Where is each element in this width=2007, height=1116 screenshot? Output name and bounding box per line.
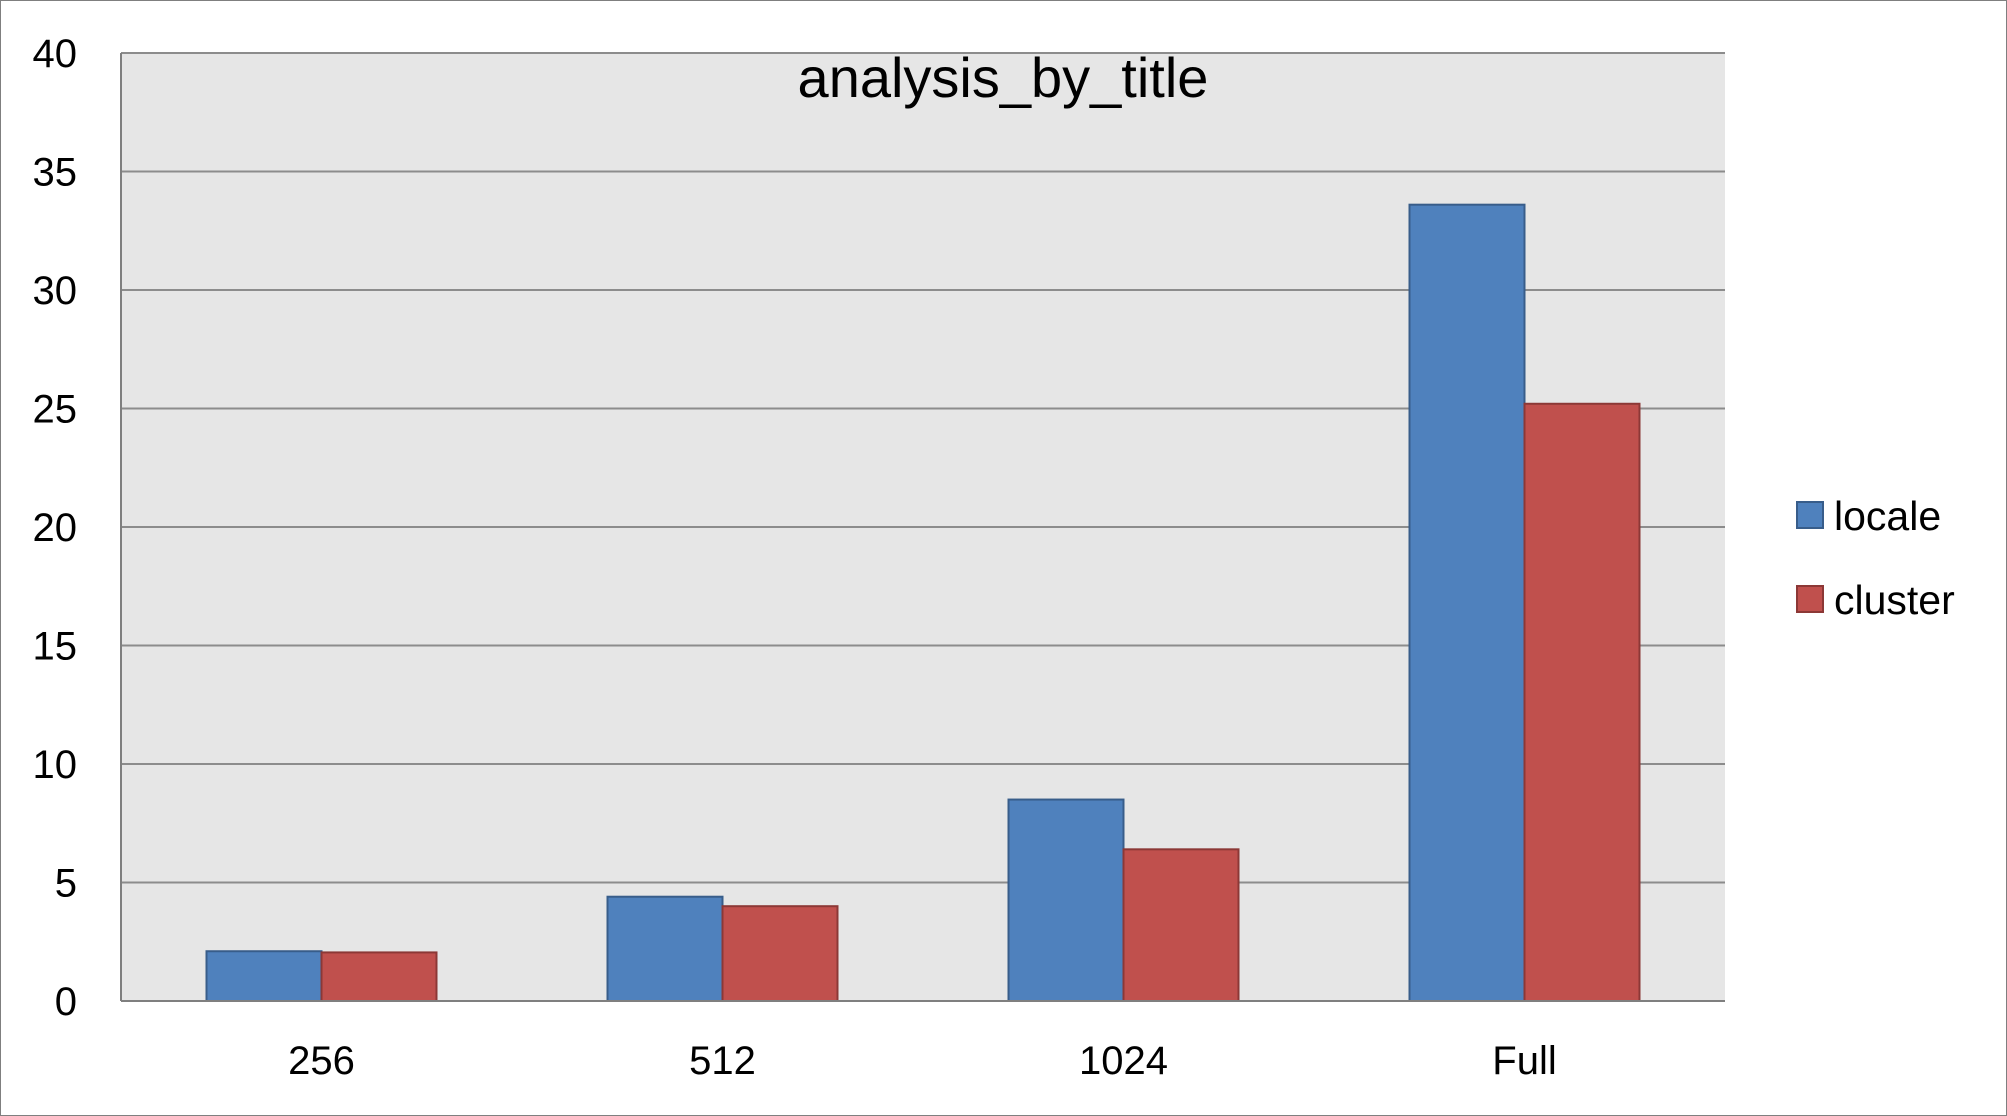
y-tick-label: 25: [33, 388, 78, 432]
bar-locale-256: [205, 950, 323, 1002]
bar-locale-512: [606, 895, 724, 1002]
legend-swatch-cluster: [1796, 585, 1824, 613]
legend-swatch-locale: [1796, 501, 1824, 529]
gridlines: [121, 52, 1725, 884]
x-tick-label: Full: [1492, 1039, 1556, 1083]
y-tick-label: 20: [33, 506, 78, 550]
x-tick-labels: 256 512 1024 Full: [288, 1039, 1557, 1083]
axes: [120, 53, 1725, 1002]
legend-label-cluster: cluster: [1834, 577, 1955, 623]
bar-locale-Full: [1408, 203, 1526, 1002]
y-tick-label: 15: [33, 625, 78, 669]
legend: locale cluster: [1796, 493, 1955, 623]
y-tick-label: 40: [33, 32, 78, 76]
x-tick-label: 1024: [1079, 1039, 1168, 1083]
chart-title: analysis_by_title: [798, 46, 1209, 109]
bars: [205, 203, 1641, 1003]
y-tick-label: 30: [33, 269, 78, 313]
bar-locale-1024: [1007, 798, 1125, 1002]
y-tick-label: 0: [55, 980, 77, 1024]
bar-cluster-Full: [1523, 402, 1641, 1002]
x-tick-label: 256: [288, 1039, 355, 1083]
bar-cluster-512: [721, 905, 839, 1003]
y-tick-labels: 0 5 10 15 20 25 30 35 40: [33, 32, 78, 1024]
y-tick-label: 35: [33, 151, 78, 195]
y-tick-label: 10: [33, 743, 78, 787]
bar-cluster-256: [320, 951, 438, 1002]
legend-label-locale: locale: [1834, 493, 1941, 539]
y-tick-label: 5: [55, 862, 77, 906]
bar-cluster-1024: [1122, 848, 1240, 1002]
x-tick-label: 512: [689, 1039, 756, 1083]
